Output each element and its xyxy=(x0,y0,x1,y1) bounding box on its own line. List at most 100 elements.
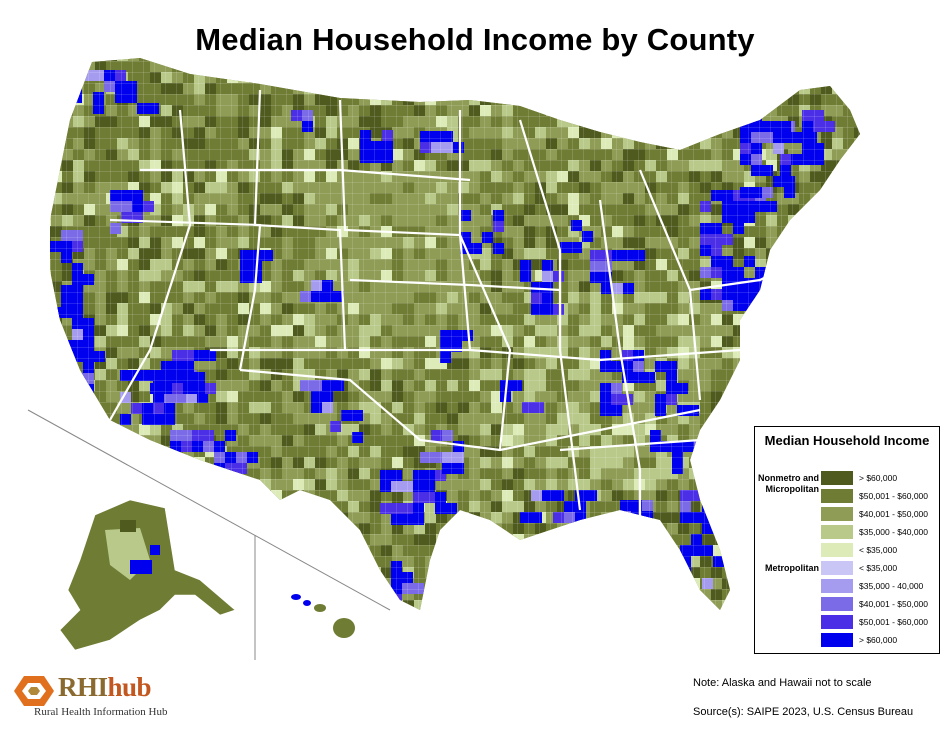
county-cell xyxy=(50,215,51,226)
county-cell xyxy=(865,402,876,413)
county-cell xyxy=(227,534,238,545)
county-cell xyxy=(51,149,62,160)
county-cell xyxy=(854,358,860,369)
county-cell xyxy=(62,479,73,490)
metro-county-cell xyxy=(702,490,713,501)
county-cell xyxy=(722,58,733,61)
county-cell xyxy=(524,58,535,61)
county-cell xyxy=(205,622,216,633)
county-cell xyxy=(469,523,480,534)
county-cell xyxy=(502,534,513,545)
county-cell xyxy=(381,83,392,94)
county-cell xyxy=(183,479,194,490)
county-cell xyxy=(62,435,73,446)
state-line xyxy=(109,218,262,371)
county-cell xyxy=(755,369,766,380)
county-cell xyxy=(645,589,656,600)
county-cell xyxy=(711,94,722,105)
county-cell xyxy=(612,72,623,83)
county-cell xyxy=(535,94,546,105)
county-cell xyxy=(161,490,172,501)
county-cell xyxy=(447,611,458,622)
county-cell xyxy=(62,413,73,424)
county-cell xyxy=(260,567,271,578)
county-cell xyxy=(62,94,73,105)
county-cell xyxy=(689,58,700,61)
county-cell xyxy=(535,61,546,72)
county-cell xyxy=(667,116,678,127)
county-cell xyxy=(50,501,51,512)
county-cell xyxy=(50,347,51,358)
county-cell xyxy=(260,556,271,567)
county-cell xyxy=(634,105,645,116)
county-cell xyxy=(172,545,183,556)
county-cell xyxy=(546,61,557,72)
county-cell xyxy=(271,567,282,578)
county-cell xyxy=(73,490,84,501)
county-cell xyxy=(821,248,832,259)
county-cell xyxy=(205,61,216,72)
county-cell xyxy=(524,545,535,556)
legend-group-label-nonmetro: Nonmetro and Micropolitan xyxy=(757,473,819,494)
county-cell xyxy=(51,446,62,457)
county-cell xyxy=(645,534,656,545)
county-cell xyxy=(579,105,590,116)
county-cell xyxy=(843,336,854,347)
county-cell xyxy=(865,292,876,303)
county-cell xyxy=(51,138,62,149)
county-cell xyxy=(821,303,832,314)
county-cell xyxy=(601,545,612,556)
county-cell xyxy=(491,556,502,567)
county-cell xyxy=(315,534,326,545)
state-line xyxy=(458,110,512,451)
county-cell xyxy=(700,83,711,94)
county-cell xyxy=(634,622,645,633)
legend-item: $40,001 - $50,000 xyxy=(821,595,939,613)
legend-item-label: $35,000 - $40,000 xyxy=(859,527,929,537)
county-cell xyxy=(172,468,183,479)
county-cell xyxy=(95,468,106,479)
county-cell xyxy=(458,61,469,72)
county-cell xyxy=(733,58,744,61)
county-cell xyxy=(414,611,425,622)
county-cell xyxy=(73,61,84,72)
county-cell xyxy=(678,622,689,633)
county-cell xyxy=(392,83,403,94)
county-cell xyxy=(667,138,678,149)
county-cell xyxy=(51,512,62,523)
county-cell xyxy=(227,578,238,589)
county-cell xyxy=(491,545,502,556)
county-cell xyxy=(50,171,51,182)
county-cell xyxy=(216,468,227,479)
county-cell xyxy=(645,523,656,534)
county-cell xyxy=(700,446,711,457)
county-cell xyxy=(799,325,810,336)
county-cell xyxy=(854,325,860,336)
county-cell xyxy=(854,413,860,424)
county-cell xyxy=(469,578,480,589)
county-cell xyxy=(634,58,645,61)
county-cell xyxy=(40,622,51,633)
county-cell xyxy=(51,402,62,413)
county-cell xyxy=(62,512,73,523)
county-cell xyxy=(50,479,51,490)
county-cell xyxy=(205,58,216,61)
county-cell xyxy=(579,116,590,127)
county-cell xyxy=(689,589,700,600)
county-cell xyxy=(271,589,282,600)
county-cell xyxy=(51,468,62,479)
county-cell xyxy=(51,413,62,424)
county-cell xyxy=(293,61,304,72)
county-cell xyxy=(590,556,601,567)
county-cell xyxy=(854,380,860,391)
county-cell xyxy=(744,83,755,94)
county-cell xyxy=(403,622,414,633)
rhihub-logo-icon xyxy=(14,676,54,706)
county-cell xyxy=(623,94,634,105)
legend-item-label: $40,001 - $50,000 xyxy=(859,599,929,609)
county-cell xyxy=(227,490,238,501)
county-cell xyxy=(227,58,238,61)
rhihub-logo[interactable]: RHIhub Rural Health Information Hub xyxy=(14,670,214,722)
county-cell xyxy=(843,347,854,358)
county-cell xyxy=(678,61,689,72)
